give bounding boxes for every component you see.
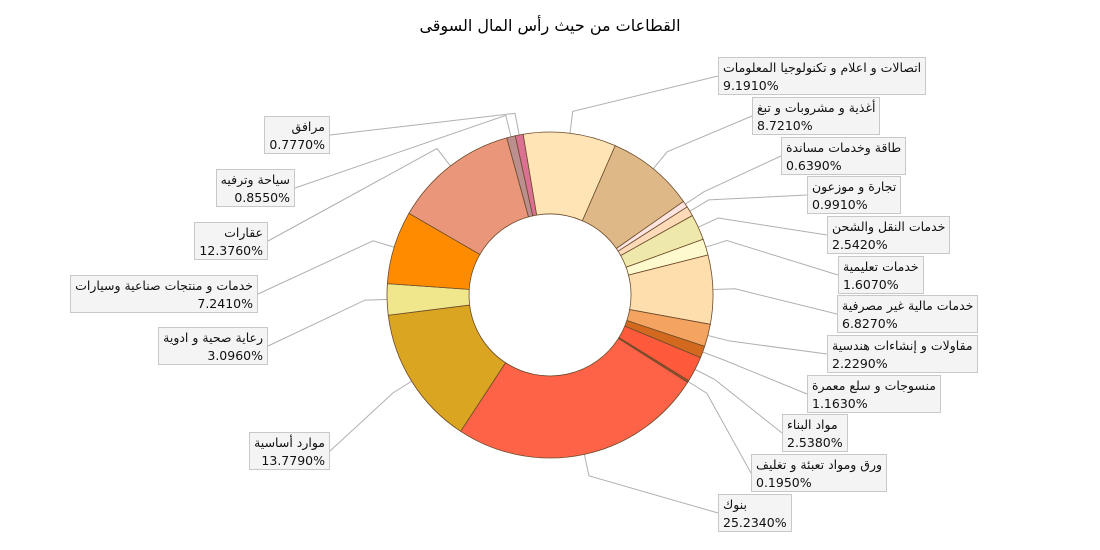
data-label: خدمات مالية غير مصرفية 6.8270% [837, 295, 979, 333]
leader-line [704, 334, 828, 355]
data-label-name: خدمات النقل والشحن [832, 219, 946, 234]
data-label: منسوجات و سلع معمرة 1.1630% [807, 375, 941, 413]
data-label-name: ورق ومواد تعبئة و تغليف [756, 457, 883, 472]
data-label: بنوك 25.2340% [718, 494, 792, 532]
data-label-value: 2.5420% [832, 237, 888, 252]
data-label-value: 1.6070% [843, 277, 899, 292]
data-label-name: مرافق [291, 119, 325, 134]
data-label-value: 9.1910% [723, 78, 779, 93]
data-label-name: خدمات و منتجات صناعية وسيارات [75, 278, 253, 293]
data-label: موارد أساسية 13.7790% [249, 432, 330, 470]
data-label-value: 8.7210% [757, 118, 813, 133]
data-label-name: طاقة وخدمات مساندة [786, 140, 902, 155]
data-label-value: 2.5380% [787, 435, 843, 450]
data-label-name: مقاولات و إنشاءات هندسية [832, 338, 973, 353]
data-label: خدمات النقل والشحن 2.5420% [827, 216, 951, 254]
data-label-name: مواد البناء [787, 417, 838, 432]
data-label-value: 0.6390% [786, 158, 842, 173]
leader-line [267, 298, 391, 347]
leader-line [709, 288, 838, 315]
data-label: اتصالات و اعلام و تكنولوجيا المعلومات 9.1… [718, 57, 927, 95]
data-label-name: أغذية و مشروبات و تبغ [757, 100, 876, 115]
data-label: خدمات تعليمية 1.6070% [838, 256, 924, 294]
data-label: خدمات و منتجات صناعية وسيارات 7.2410% [70, 275, 258, 313]
data-label-name: عقارات [224, 225, 263, 240]
data-label-name: تجارة و موزعون [812, 179, 897, 194]
data-label-value: 0.1950% [756, 475, 812, 490]
data-label-name: سياحة وترفيه [220, 172, 290, 187]
data-label-name: موارد أساسية [254, 435, 325, 450]
data-label-name: رعاية صحية و ادوية [163, 330, 263, 345]
data-label-value: 2.2290% [832, 356, 888, 371]
donut-slice [460, 337, 689, 459]
data-label-name: خدمات تعليمية [843, 259, 919, 274]
data-label-value: 7.2410% [197, 296, 253, 311]
data-label-name: بنوك [723, 497, 748, 512]
data-label: طاقة وخدمات مساندة 0.6390% [781, 137, 907, 175]
data-label-value: 0.8550% [234, 190, 290, 205]
leader-line [692, 367, 783, 434]
leader-line [699, 350, 808, 395]
data-label: مرافق 0.7770% [264, 116, 330, 154]
data-label-value: 1.1630% [812, 396, 868, 411]
data-label: عقارات 12.3760% [194, 222, 268, 260]
data-label: تجارة و موزعون 0.9910% [807, 176, 902, 214]
data-label: أغذية و مشروبات و تبغ 8.7210% [752, 97, 881, 135]
data-label-value: 6.8270% [842, 316, 898, 331]
leader-line [294, 114, 513, 189]
donut-slice [514, 133, 538, 217]
leader-line [267, 147, 453, 242]
leader-line [682, 155, 782, 207]
data-label: سياحة وترفيه 0.8550% [215, 169, 295, 207]
leader-line [685, 379, 752, 474]
data-label-value: 12.3760% [199, 243, 263, 258]
leader-line [569, 75, 719, 137]
data-label-value: 25.2340% [723, 515, 787, 530]
leader-line [686, 194, 808, 214]
data-label-name: خدمات مالية غير مصرفية [842, 298, 974, 313]
data-label-value: 0.9910% [812, 197, 868, 212]
leader-line [695, 217, 828, 236]
leader-line [329, 379, 415, 452]
leader-line [702, 240, 839, 276]
data-label: مواد البناء 2.5380% [782, 414, 848, 452]
data-label-name: اتصالات و اعلام و تكنولوجيا المعلومات [723, 60, 922, 75]
chart-title: القطاعات من حيث رأس المال السوقى [419, 16, 681, 35]
data-label: مقاولات و إنشاءات هندسية 2.2290% [827, 335, 978, 373]
data-label-value: 3.0960% [207, 348, 263, 363]
data-label-value: 0.7770% [269, 137, 325, 152]
data-label-name: منسوجات و سلع معمرة [812, 378, 936, 393]
leader-line [650, 115, 753, 172]
leader-line [329, 112, 521, 138]
leader-line [257, 240, 398, 295]
data-label: ورق ومواد تعبئة و تغليف 0.1950% [751, 454, 888, 492]
leader-line [583, 451, 719, 514]
data-label: رعاية صحية و ادوية 3.0960% [158, 327, 268, 365]
data-label-value: 13.7790% [261, 453, 325, 468]
